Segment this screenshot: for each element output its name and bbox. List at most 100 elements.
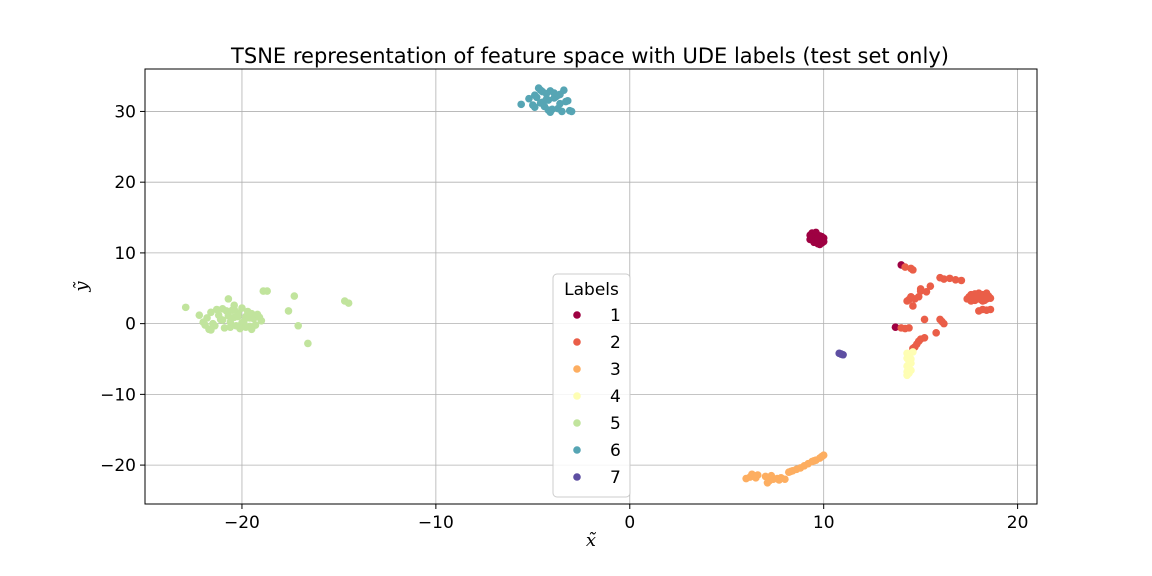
data-point bbox=[304, 339, 312, 348]
data-point bbox=[247, 325, 256, 334]
data-point bbox=[242, 323, 250, 331]
ticks-layer: −20 −10 0 10 20 −20 −10 0 10 20 30 bbox=[100, 102, 1028, 533]
series-label-5 bbox=[181, 287, 353, 348]
data-point bbox=[550, 89, 558, 97]
data-point bbox=[290, 292, 299, 300]
data-point bbox=[542, 95, 551, 104]
data-point bbox=[238, 304, 246, 312]
data-point bbox=[207, 326, 215, 334]
chart-title: TSNE representation of feature space wit… bbox=[230, 44, 949, 68]
y-tick-label: 30 bbox=[114, 102, 136, 122]
data-point bbox=[201, 321, 209, 329]
legend: Labels 1 2 3 4 5 6 7 bbox=[552, 273, 631, 498]
legend-entry: 3 bbox=[610, 360, 621, 380]
series-label-3 bbox=[742, 451, 828, 487]
data-point bbox=[234, 312, 242, 321]
y-tick-label: 20 bbox=[114, 173, 136, 193]
data-point bbox=[532, 93, 541, 102]
data-point bbox=[294, 321, 302, 330]
x-tick-label: −20 bbox=[224, 513, 260, 533]
data-point bbox=[903, 367, 911, 376]
data-point bbox=[232, 321, 240, 330]
y-axis-label: ỹ bbox=[71, 281, 92, 293]
data-point bbox=[945, 274, 954, 283]
y-tick-label: −20 bbox=[100, 456, 136, 476]
data-point bbox=[220, 324, 229, 332]
data-point bbox=[556, 90, 564, 99]
data-point bbox=[817, 232, 826, 241]
series-label-6 bbox=[517, 84, 576, 116]
data-point bbox=[752, 474, 760, 482]
data-point bbox=[245, 314, 254, 322]
data-point bbox=[810, 457, 818, 465]
data-point bbox=[940, 319, 948, 328]
data-point bbox=[517, 100, 525, 109]
data-point bbox=[226, 318, 235, 327]
series-label-2 bbox=[897, 263, 995, 353]
legend-title: Labels bbox=[564, 280, 619, 300]
data-point bbox=[763, 478, 772, 487]
data-point bbox=[224, 295, 233, 303]
data-point bbox=[932, 329, 940, 337]
data-point bbox=[909, 302, 917, 310]
legend-marker bbox=[573, 365, 581, 373]
data-point bbox=[901, 263, 909, 271]
legend-entry: 6 bbox=[610, 441, 621, 461]
data-point bbox=[530, 103, 539, 111]
data-point bbox=[775, 476, 783, 484]
data-point bbox=[230, 301, 238, 310]
data-point bbox=[207, 308, 215, 317]
legend-entry: 2 bbox=[610, 333, 621, 353]
x-tick-label: 10 bbox=[813, 513, 835, 533]
data-point bbox=[905, 360, 913, 369]
legend-box bbox=[552, 273, 631, 498]
data-point bbox=[951, 275, 960, 284]
data-point bbox=[218, 304, 227, 313]
data-point bbox=[922, 288, 931, 296]
y-tick-label: −10 bbox=[100, 385, 136, 405]
data-point bbox=[911, 295, 919, 303]
legend-marker bbox=[573, 338, 581, 346]
data-point bbox=[781, 475, 789, 484]
data-point bbox=[536, 86, 545, 95]
data-point bbox=[891, 323, 900, 331]
legend-entry: 5 bbox=[610, 414, 621, 434]
data-point bbox=[897, 324, 906, 332]
y-tick-label: 0 bbox=[125, 315, 136, 335]
data-point bbox=[224, 312, 233, 320]
legend-marker bbox=[573, 473, 581, 481]
data-point bbox=[181, 303, 190, 312]
legend-marker bbox=[573, 446, 581, 454]
data-point bbox=[786, 467, 795, 476]
data-point bbox=[203, 314, 211, 322]
data-point bbox=[554, 104, 562, 113]
series-label-4 bbox=[903, 348, 917, 380]
data-point bbox=[212, 305, 221, 314]
data-point bbox=[940, 275, 948, 283]
data-point bbox=[920, 315, 929, 324]
data-point bbox=[986, 305, 995, 314]
data-point bbox=[255, 313, 264, 322]
data-point bbox=[263, 287, 271, 295]
data-point bbox=[546, 108, 555, 116]
data-point bbox=[916, 285, 925, 293]
x-tick-label: 0 bbox=[624, 513, 635, 533]
data-point bbox=[525, 94, 533, 103]
y-tick-label: 10 bbox=[114, 244, 136, 264]
data-point bbox=[926, 282, 935, 290]
data-point bbox=[957, 276, 966, 285]
x-tick-label: −10 bbox=[418, 513, 454, 533]
data-point bbox=[284, 307, 293, 315]
data-point bbox=[982, 292, 991, 301]
legend-entry: 1 bbox=[610, 306, 621, 326]
data-point bbox=[561, 97, 570, 106]
data-point bbox=[909, 348, 917, 356]
data-point bbox=[216, 315, 225, 324]
x-tick-label: 20 bbox=[1007, 513, 1029, 533]
legend-entry: 4 bbox=[610, 387, 621, 407]
legend-marker bbox=[573, 419, 581, 427]
data-point bbox=[837, 350, 845, 358]
legend-entry: 7 bbox=[610, 468, 621, 488]
data-point bbox=[195, 311, 204, 319]
